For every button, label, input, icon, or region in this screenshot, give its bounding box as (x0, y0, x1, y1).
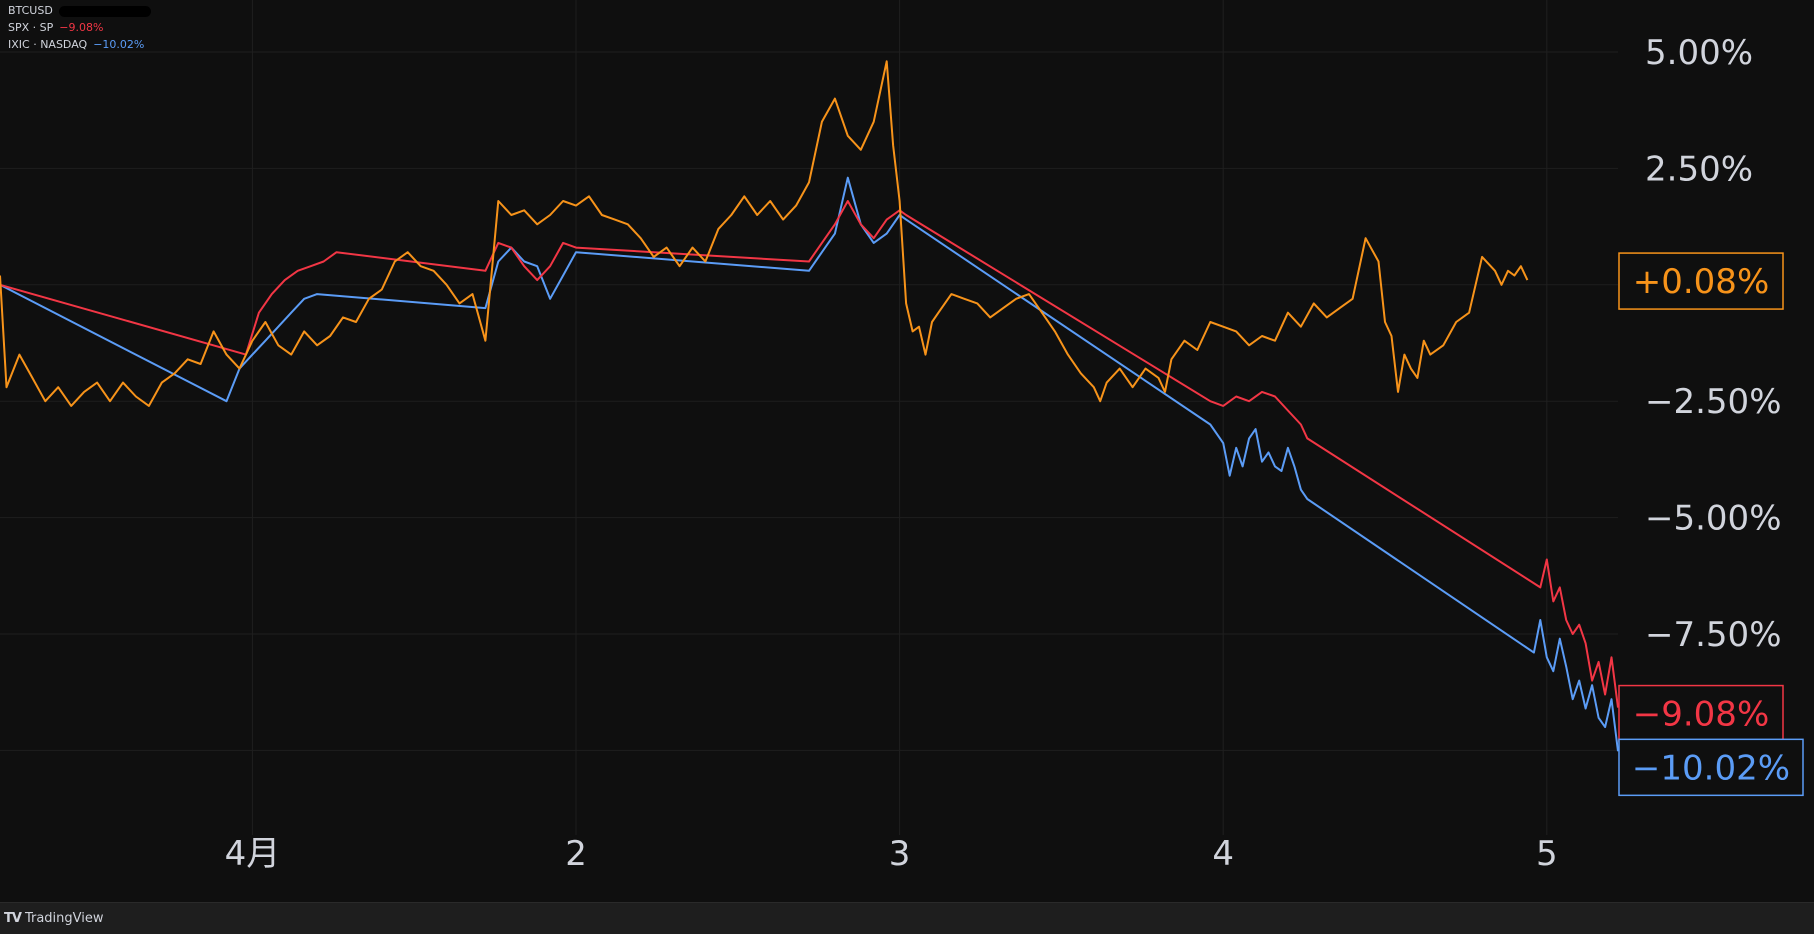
y-tick-label: −2.50% (1645, 382, 1782, 422)
legend-item-spx[interactable]: SPX · SP −9.08% (8, 19, 151, 36)
tradingview-brand[interactable]: TV TradingView (4, 911, 103, 926)
last-value-box (1618, 684, 1784, 743)
redacted-value (58, 5, 151, 17)
x-tick-label: 3 (889, 834, 911, 874)
y-tick-label: 5.00% (1645, 33, 1753, 73)
x-tick-label: 4月 (225, 834, 281, 874)
legend-value: −10.02% (93, 38, 145, 51)
last-value-label: +0.08% (1633, 262, 1770, 302)
legend-label: IXIC · NASDAQ (8, 38, 88, 51)
legend-label: BTCUSD (8, 4, 53, 17)
last-value-box (1618, 738, 1804, 797)
last-value-box (1618, 252, 1784, 310)
y-tick-label: 2.50% (1645, 149, 1753, 189)
legend-item-btcusd[interactable]: BTCUSD (8, 2, 151, 19)
legend-label: SPX · SP (8, 21, 54, 34)
last-value-label: −10.02% (1632, 748, 1790, 788)
legend-item-ixic[interactable]: IXIC · NASDAQ −10.02% (8, 36, 151, 53)
y-tick-label: −5.00% (1645, 499, 1782, 539)
series-line-2[interactable] (0, 176, 1619, 752)
legend: BTCUSD SPX · SP −9.08% IXIC · NASDAQ −10.0… (8, 2, 151, 53)
tradingview-logo-icon: TV (4, 911, 22, 926)
chart-svg[interactable]: 5.00% 2.50% −2.50% −5.00% −7.50% 4月 2 3 4 5 +0.08%… (0, 0, 1814, 902)
footer-bar: TV TradingView (0, 902, 1814, 934)
y-tick-label: −7.50% (1645, 615, 1782, 655)
x-tick-label: 5 (1536, 834, 1558, 874)
series-line-1[interactable] (0, 200, 1619, 708)
legend-value: −9.08% (59, 21, 104, 34)
last-value-label: −9.08% (1633, 695, 1770, 735)
x-tick-label: 4 (1212, 834, 1234, 874)
brand-label: TradingView (24, 911, 104, 926)
series-line-0[interactable] (0, 60, 1529, 407)
x-tick-label: 2 (565, 834, 587, 874)
